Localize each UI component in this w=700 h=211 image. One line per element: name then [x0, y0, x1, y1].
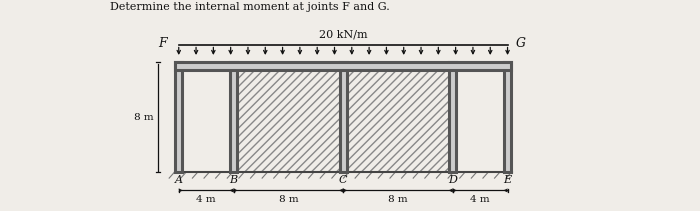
Bar — [175, 62, 182, 172]
Bar — [175, 62, 511, 70]
Text: Determine the internal moment at joints F and G.: Determine the internal moment at joints … — [110, 2, 390, 12]
Text: E: E — [503, 175, 512, 185]
Text: 20 kN/m: 20 kN/m — [318, 29, 368, 39]
Bar — [504, 62, 511, 172]
Bar — [449, 62, 456, 172]
Text: 8 m: 8 m — [279, 195, 298, 204]
Text: 4 m: 4 m — [196, 195, 216, 204]
Bar — [340, 62, 346, 172]
Bar — [230, 62, 237, 172]
Text: 8 m: 8 m — [388, 195, 408, 204]
Text: 4 m: 4 m — [470, 195, 490, 204]
Bar — [237, 70, 340, 172]
Text: B: B — [230, 175, 237, 185]
Text: 8 m: 8 m — [134, 113, 154, 122]
Text: A: A — [175, 175, 183, 185]
Text: D: D — [448, 175, 457, 185]
Text: C: C — [339, 175, 347, 185]
Bar — [346, 70, 449, 172]
Text: F: F — [158, 37, 167, 50]
Text: G: G — [516, 37, 526, 50]
